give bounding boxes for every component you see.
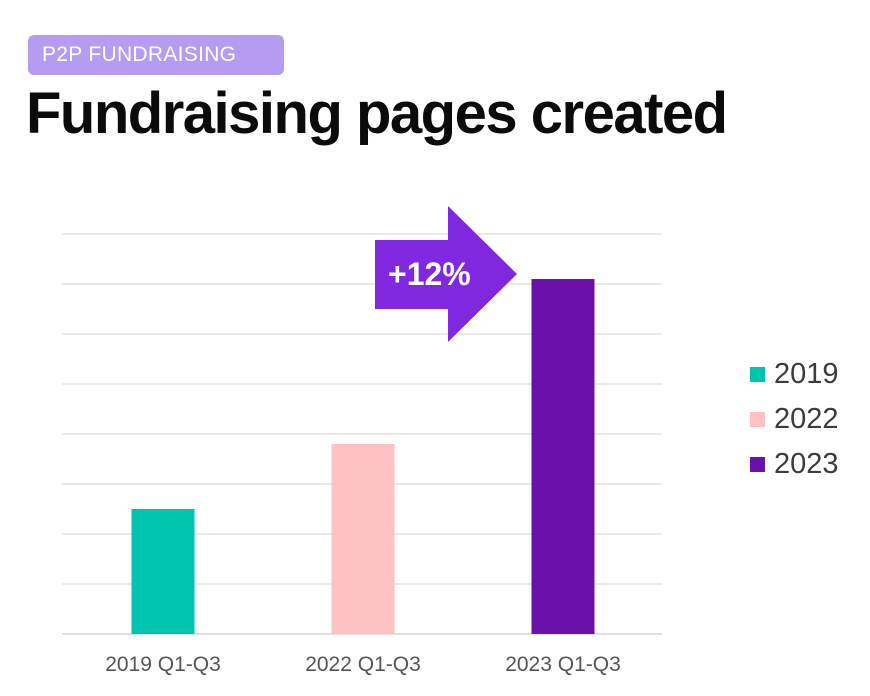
legend-swatch [750, 412, 765, 427]
legend-item-2023: 2023 [750, 442, 839, 487]
bar-2019 [131, 509, 195, 634]
legend-label: 2023 [774, 448, 839, 480]
legend-swatch [750, 367, 765, 382]
legend-item-2019: 2019 [750, 352, 839, 397]
page-title: Fundraising pages created [26, 81, 728, 146]
x-axis-tick-labels: 2019 Q1-Q3 2022 Q1-Q3 2023 Q1-Q3 [105, 653, 621, 676]
growth-arrow-icon [375, 206, 517, 342]
growth-annotation: +12% [375, 206, 517, 342]
x-tick-label: 2019 Q1-Q3 [105, 653, 221, 676]
bar-2022 [331, 444, 395, 634]
bar-2023 [531, 279, 595, 634]
legend-item-2022: 2022 [750, 397, 839, 442]
x-tick-label: 2023 Q1-Q3 [505, 653, 621, 676]
x-tick-label: 2022 Q1-Q3 [305, 653, 421, 676]
growth-label: +12% [388, 256, 471, 292]
legend-label: 2022 [774, 403, 839, 435]
legend-swatch [750, 457, 765, 472]
category-badge: P2P FUNDRAISING [28, 35, 284, 75]
legend-label: 2019 [774, 358, 839, 390]
chart-bars [131, 279, 595, 634]
chart-legend: 2019 2022 2023 [750, 352, 839, 487]
